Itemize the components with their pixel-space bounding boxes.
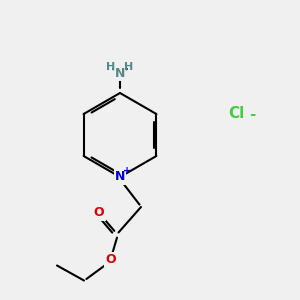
Text: H: H [106,62,116,73]
Text: N: N [115,67,125,80]
Text: -: - [249,106,255,122]
Text: H: H [124,62,134,73]
Text: O: O [94,206,104,220]
Text: N: N [115,170,125,184]
Text: +: + [123,166,132,176]
Text: Cl: Cl [228,106,244,122]
Text: O: O [106,253,116,266]
